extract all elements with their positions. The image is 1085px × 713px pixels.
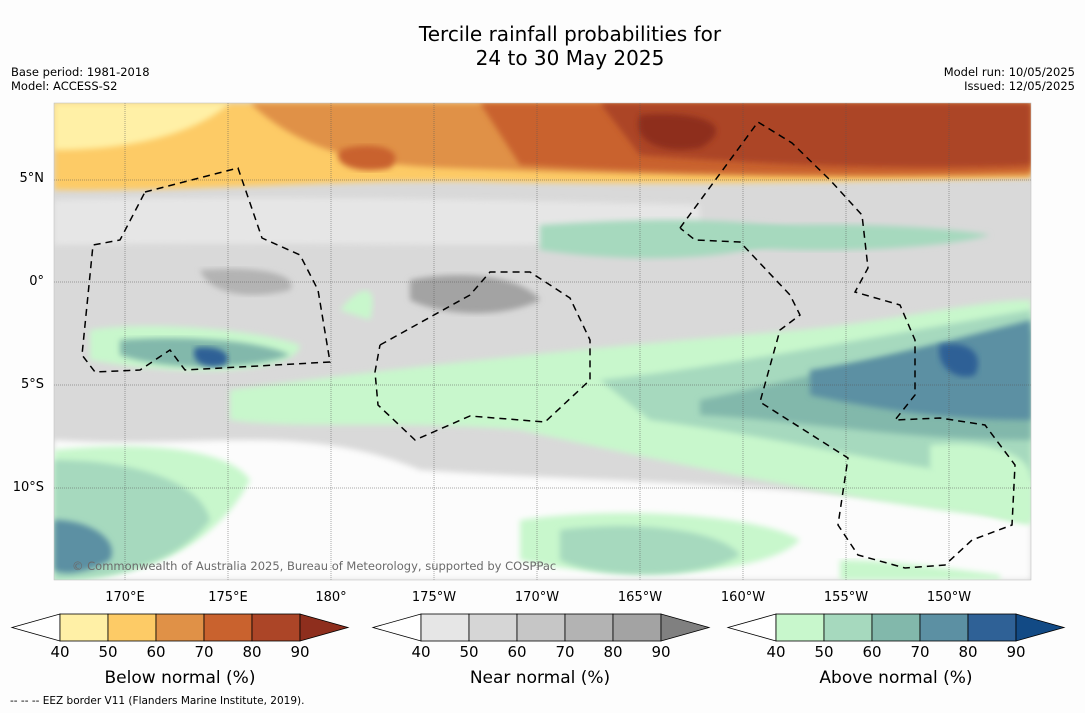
colorbar-over-triangle (660, 613, 711, 642)
eez-tokelau (374, 271, 591, 441)
colorbar-segment (107, 613, 157, 642)
colorbar-segment (919, 613, 969, 642)
run-info: Model run: 10/05/2025 Issued: 12/05/2025 (944, 65, 1075, 93)
above-normal-80-east (939, 344, 979, 377)
colorbar-near-normal (371, 613, 711, 642)
map-title: Tercile rainfall probabilities for 24 to… (0, 22, 1085, 70)
colorbar-over-triangle (299, 613, 350, 642)
copyright-text: © Commonwealth of Australia 2025, Bureau… (72, 559, 556, 573)
colorbar-tick-label: 80 (603, 643, 623, 661)
map-plot-area: © Commonwealth of Australia 2025, Bureau… (54, 103, 1031, 580)
eez-borders (81, 120, 1016, 569)
colorbar-under-triangle (726, 613, 777, 642)
title-line-1: Tercile rainfall probabilities for (418, 22, 722, 46)
colorbar-tick-label: 90 (290, 643, 310, 661)
colorbar-tick-label: 70 (555, 643, 575, 661)
colorbar-tick-label: 60 (507, 643, 527, 661)
colorbar-under-triangle (371, 613, 422, 642)
colorbar-above-normal (726, 613, 1066, 642)
eez-tuvalu (81, 167, 331, 373)
colorbar-segment (420, 613, 470, 642)
lat-label-10s: 10°S (12, 480, 44, 495)
lon-label-170e: 170°E (105, 590, 145, 605)
colorbar-tick-label: 50 (98, 643, 118, 661)
model-info: Base period: 1981-2018 Model: ACCESS-S2 (11, 65, 150, 93)
colorbar-segment (775, 613, 825, 642)
colorbar-tick-label: 40 (411, 643, 431, 661)
colorbar-over-triangle (1015, 613, 1066, 642)
colorbar-tick-label: 80 (958, 643, 978, 661)
lon-label-180: 180° (315, 590, 347, 605)
colorbar-tick-label: 80 (242, 643, 262, 661)
above-normal-50-south (560, 526, 740, 575)
above-normal-70-southwest (54, 520, 112, 573)
lon-label-160w: 160°W (720, 590, 766, 605)
colorbar-segment (251, 613, 301, 642)
lat-label-5s: 5°S (20, 377, 44, 392)
colorbar-segment (155, 613, 205, 642)
base-period: Base period: 1981-2018 (11, 65, 150, 79)
lon-label-175e: 175°E (208, 590, 248, 605)
map-frame (53, 102, 1032, 581)
above-normal-40-southeast (930, 443, 1031, 525)
colorbar-segment (564, 613, 614, 642)
colorbar-segment (468, 613, 518, 642)
above-normal-80-west (194, 347, 228, 367)
below-normal-40-patch (54, 103, 230, 150)
colorbar-tick-label: 40 (766, 643, 786, 661)
issued-date: Issued: 12/05/2025 (964, 79, 1075, 93)
eez-kiribati-line-islands (679, 120, 1016, 569)
model-run: Model run: 10/05/2025 (943, 65, 1075, 79)
colorbar-tick-label: 60 (146, 643, 166, 661)
lat-label-5n: 5°N (19, 171, 45, 186)
below-normal-70-patch (338, 145, 396, 171)
eez-legend-note: -- -- -- EEZ border V11 (Flanders Marine… (10, 695, 305, 707)
graticule (54, 103, 1031, 580)
lon-label-155w: 155°W (823, 590, 869, 605)
colorbar-tick-label: 90 (1006, 643, 1026, 661)
title-line-2: 24 to 30 May 2025 (475, 46, 665, 70)
near-normal-70-patch (200, 268, 292, 295)
colorbar-tick-label: 70 (194, 643, 214, 661)
colorbar-segment (516, 613, 566, 642)
below-normal-title: Below normal (%) (104, 668, 256, 688)
colorbar-segment (871, 613, 921, 642)
lat-label-0: 0° (29, 274, 44, 289)
colorbar-tick-label: 50 (459, 643, 479, 661)
above-normal-title: Above normal (%) (819, 668, 973, 688)
near-normal-40-band (54, 197, 700, 245)
lon-label-150w: 150°W (926, 590, 972, 605)
lon-label-175w: 175°W (411, 590, 457, 605)
colorbar-segment (967, 613, 1017, 642)
colorbar-tick-label: 60 (862, 643, 882, 661)
above-normal-40-bottom (840, 560, 1000, 580)
near-normal-80-patch (410, 275, 540, 314)
colorbar-tick-label: 90 (651, 643, 671, 661)
colorbar-segment (203, 613, 253, 642)
above-normal-50-northeast (720, 224, 990, 251)
near-normal-title: Near normal (%) (469, 668, 611, 688)
lon-label-165w: 165°W (617, 590, 663, 605)
below-normal-80-region (600, 103, 1031, 168)
colorbar-segment (612, 613, 662, 642)
colorbar-tick-label: 50 (814, 643, 834, 661)
colorbar-tick-label: 40 (50, 643, 70, 661)
above-normal-70-east (810, 320, 1031, 420)
above-normal-40-strip (340, 290, 373, 320)
colorbar-segment (59, 613, 109, 642)
colorbar-below-normal (10, 613, 350, 642)
model-name: Model: ACCESS-S2 (11, 79, 118, 93)
colorbar-under-triangle (10, 613, 61, 642)
lon-label-170w: 170°W (514, 590, 560, 605)
colorbar-segment (823, 613, 873, 642)
below-normal-90-patch (638, 114, 717, 150)
colorbar-tick-label: 70 (910, 643, 930, 661)
